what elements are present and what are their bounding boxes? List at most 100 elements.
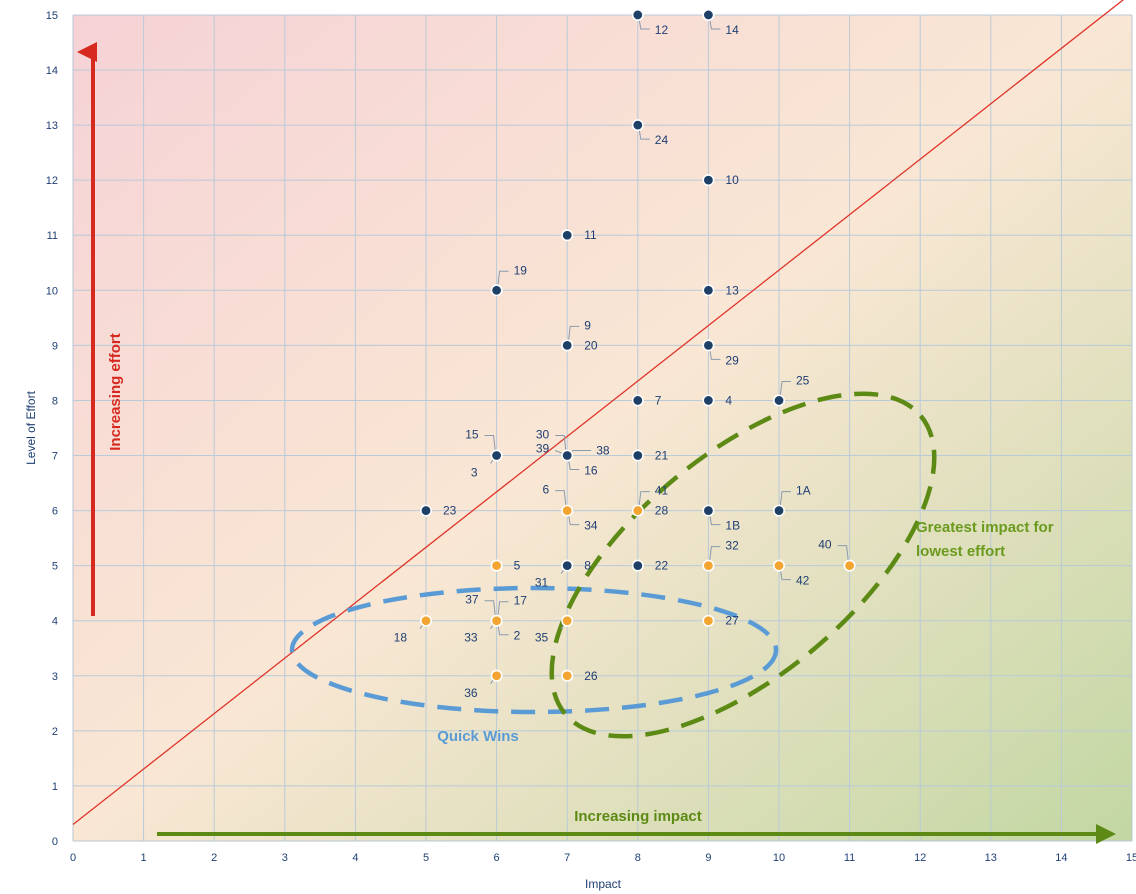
label-leader [555,435,567,454]
y-tick-label: 2 [52,726,58,738]
y-tick-label: 6 [52,506,58,518]
y-tick-label: 12 [46,175,58,187]
data-point [631,394,644,407]
data-label: 27 [725,614,739,628]
y-tick-label: 3 [52,671,58,683]
data-label: 38 [596,444,610,458]
data-label: 42 [796,574,810,588]
data-point [843,559,856,572]
data-point [631,504,644,517]
label-leader [567,457,580,471]
x-tick-label: 7 [564,852,570,864]
y-tick-label: 14 [46,65,58,77]
data-point [631,8,644,21]
data-label: 28 [655,504,669,518]
x-tick-label: 4 [352,852,358,864]
data-label: 32 [725,539,739,553]
data-label: 1B [725,519,740,533]
effort-arrow-label: Increasing effort [107,333,124,451]
label-leader [708,16,721,30]
data-point [561,339,574,352]
data-label: 18 [394,631,408,645]
data-label: 26 [584,669,598,683]
data-label: 4 [725,393,732,407]
data-point [561,614,574,627]
data-label: 11 [584,228,597,242]
data-point [772,504,785,517]
label-leader [779,380,791,399]
greatest-impact-label-line1: Greatest impact for [916,519,1054,536]
x-tick-label: 12 [914,852,926,864]
data-point [702,339,715,352]
data-label: 17 [514,594,528,608]
data-point [561,669,574,682]
label-leader [708,546,721,564]
impact-arrow-label: Increasing impact [574,808,702,825]
label-leader [779,567,791,581]
data-point [631,449,644,462]
data-label: 24 [655,133,669,147]
data-label: 40 [818,538,832,552]
y-tick-label: 5 [52,561,58,573]
y-tick-label: 1 [52,781,58,793]
data-point [772,559,785,572]
label-leader [497,622,509,636]
data-point [419,614,432,627]
data-label: 5 [514,559,521,573]
y-tick-label: 0 [52,836,58,848]
data-points [419,8,856,682]
gridlines [73,14,1133,841]
data-label: 21 [655,449,669,463]
x-axis-title: Impact [585,877,622,891]
data-label: 20 [584,338,598,352]
data-label: 34 [584,519,598,533]
x-tick-labels: 0 1 2 3 4 5 6 7 8 9 10 11 12 13 14 15 [70,852,1136,864]
quick-wins-label: Quick Wins [437,728,519,745]
data-point [561,559,574,572]
data-label: 16 [584,464,598,478]
x-tick-label: 5 [423,852,429,864]
label-leader [638,491,650,509]
data-label: 29 [725,353,739,367]
y-axis-title: Level of Effort [24,390,38,464]
x-tick-label: 9 [705,852,711,864]
data-label: 23 [443,504,457,518]
data-label: 15 [465,428,479,442]
data-point [772,394,785,407]
effort-impact-diagonal [72,0,1125,825]
data-point [490,614,503,627]
data-label: 41 [655,484,669,498]
x-tick-label: 13 [985,852,997,864]
x-tick-label: 0 [70,852,76,864]
data-label: 31 [535,576,549,590]
data-label: 14 [725,23,739,37]
data-point [490,449,503,462]
data-point [490,669,503,682]
greatest-impact-ellipse [549,391,937,739]
data-point [490,559,503,572]
data-point [702,8,715,21]
data-label: 33 [464,631,478,645]
data-point [702,504,715,517]
greatest-impact-label-line2: lowest effort [916,543,1005,560]
data-point [561,504,574,517]
data-label: 2 [514,629,521,643]
data-label: 36 [464,686,478,700]
data-label: 6 [543,483,550,497]
x-tick-label: 10 [773,852,785,864]
data-label: 30 [536,428,550,442]
y-tick-label: 9 [52,340,58,352]
label-leader [779,491,791,509]
label-leader [708,347,721,360]
data-label: 25 [796,373,810,387]
data-label: 35 [535,631,549,645]
label-leader [484,435,497,454]
label-leader [708,512,721,526]
data-point [561,229,574,242]
data-label: 3 [471,466,478,480]
y-tick-label: 8 [52,395,58,407]
y-tick-label: 4 [52,616,58,628]
y-tick-label: 7 [52,451,58,463]
